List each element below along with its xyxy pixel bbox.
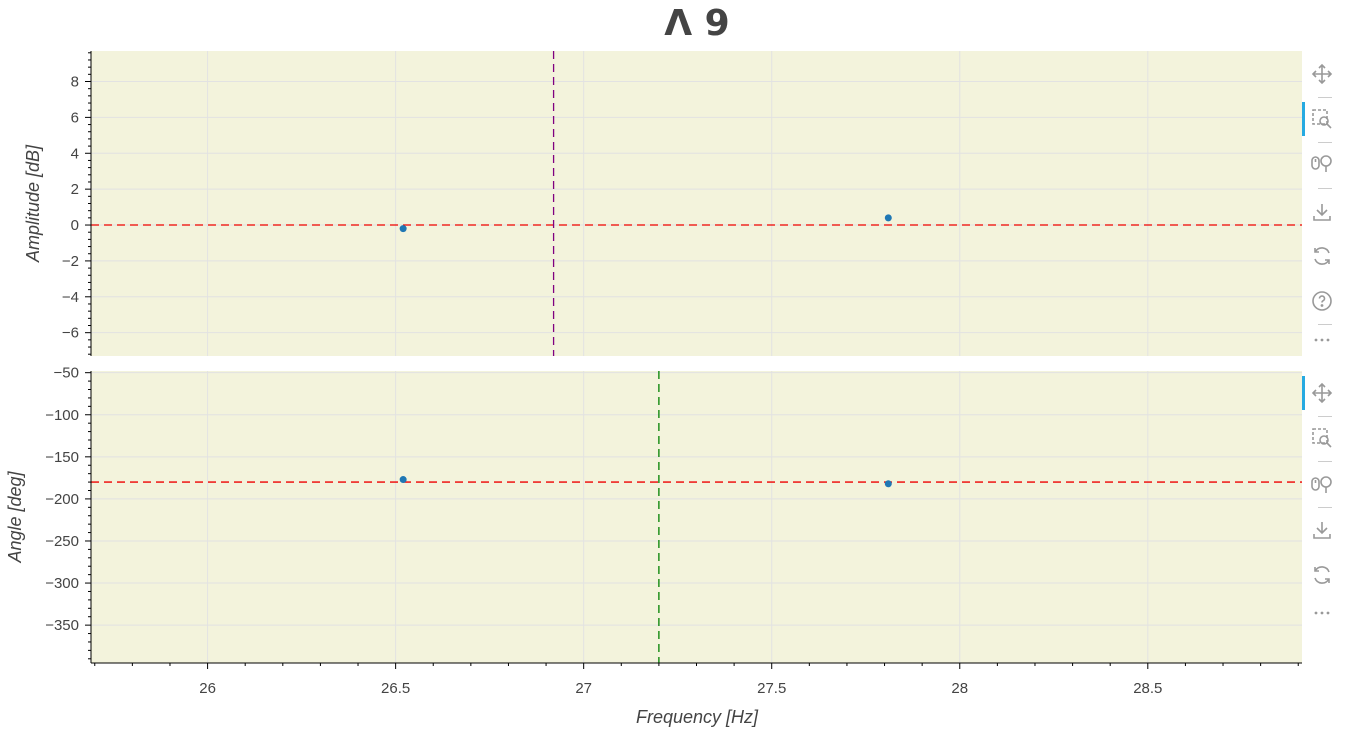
box-zoom-tool-icon — [1311, 427, 1333, 449]
more-tools-icon — [1311, 329, 1333, 351]
y-tick-label: 6 — [71, 109, 79, 126]
reset-tool-icon — [1311, 245, 1333, 267]
more-tools-button[interactable] — [1305, 596, 1339, 630]
y-tick-label: −200 — [45, 491, 79, 508]
y-tick-label: −4 — [62, 289, 79, 306]
toolbar-separator — [1318, 461, 1332, 462]
data-point[interactable] — [884, 480, 892, 488]
x-tick-label: 27 — [575, 680, 592, 697]
box-zoom-tool-button[interactable] — [1302, 102, 1339, 136]
toolbar-separator — [1318, 324, 1332, 325]
pan-tool-icon — [1311, 382, 1333, 404]
save-tool-button[interactable] — [1305, 195, 1339, 229]
plot-area[interactable] — [91, 51, 1302, 356]
toolbar-separator — [1318, 188, 1332, 189]
y-tick-label: −100 — [45, 407, 79, 424]
pan-tool-button[interactable] — [1305, 57, 1339, 91]
save-tool-icon — [1311, 519, 1333, 541]
data-point[interactable] — [884, 214, 892, 222]
data-point[interactable] — [399, 225, 407, 233]
reset-tool-icon — [1311, 564, 1333, 586]
x-tick-label: 26.5 — [381, 680, 410, 697]
x-axis: 26 26.5 27 27.5 28 28.5 — [91, 662, 1302, 697]
box-zoom-tool-button[interactable] — [1305, 421, 1339, 455]
y-tick-label: −50 — [54, 365, 79, 382]
box-zoom-tool-icon — [1311, 108, 1333, 130]
y-axis-title: Angle [deg] — [5, 470, 25, 563]
angle-panel[interactable]: −350 −300 −250 −200 −150 −100 −50 Angle [deg] — [5, 365, 1302, 663]
wheel-zoom-tool-icon — [1310, 152, 1334, 174]
more-tools-button[interactable] — [1305, 323, 1339, 357]
toolbar-separator — [1318, 416, 1332, 417]
plot-area[interactable] — [91, 371, 1302, 663]
y-tick-label: −150 — [45, 449, 79, 466]
y-axis-title: Amplitude [dB] — [23, 144, 43, 263]
x-axis-title: Frequency [Hz] — [636, 707, 759, 727]
x-tick-label: 26 — [199, 680, 216, 697]
x-tick-label: 28.5 — [1133, 680, 1162, 697]
y-tick-label: 4 — [71, 145, 79, 162]
wheel-zoom-tool-icon — [1310, 473, 1334, 495]
y-tick-label: −350 — [45, 617, 79, 634]
data-point[interactable] — [399, 476, 407, 484]
wheel-zoom-tool-button[interactable] — [1305, 146, 1339, 180]
pan-tool-icon — [1311, 63, 1333, 85]
help-tool-icon — [1311, 290, 1333, 312]
y-tick-label: −300 — [45, 575, 79, 592]
pan-tool-button[interactable] — [1302, 376, 1339, 410]
y-tick-label: −2 — [62, 253, 79, 270]
help-tool-button[interactable] — [1305, 284, 1339, 318]
wheel-zoom-tool-button[interactable] — [1305, 467, 1339, 501]
y-tick-label: −250 — [45, 533, 79, 550]
x-tick-label: 27.5 — [757, 680, 786, 697]
chart-title: Λ 9 — [664, 3, 729, 44]
toolbar-separator — [1318, 142, 1332, 143]
toolbar-separator — [1318, 507, 1332, 508]
y-tick-label: 8 — [71, 74, 79, 91]
more-tools-icon — [1311, 602, 1333, 624]
amplitude-panel[interactable]: −6 −4 −2 0 2 4 6 8 Amplitude [dB] — [23, 51, 1302, 356]
toolbar-separator — [1318, 97, 1332, 98]
y-tick-label: −6 — [62, 325, 79, 342]
save-tool-button[interactable] — [1305, 513, 1339, 547]
x-tick-label: 28 — [951, 680, 968, 697]
y-tick-label: 2 — [71, 181, 79, 198]
reset-tool-button[interactable] — [1305, 558, 1339, 592]
y-tick-label: 0 — [71, 217, 79, 234]
save-tool-icon — [1311, 201, 1333, 223]
reset-tool-button[interactable] — [1305, 239, 1339, 273]
